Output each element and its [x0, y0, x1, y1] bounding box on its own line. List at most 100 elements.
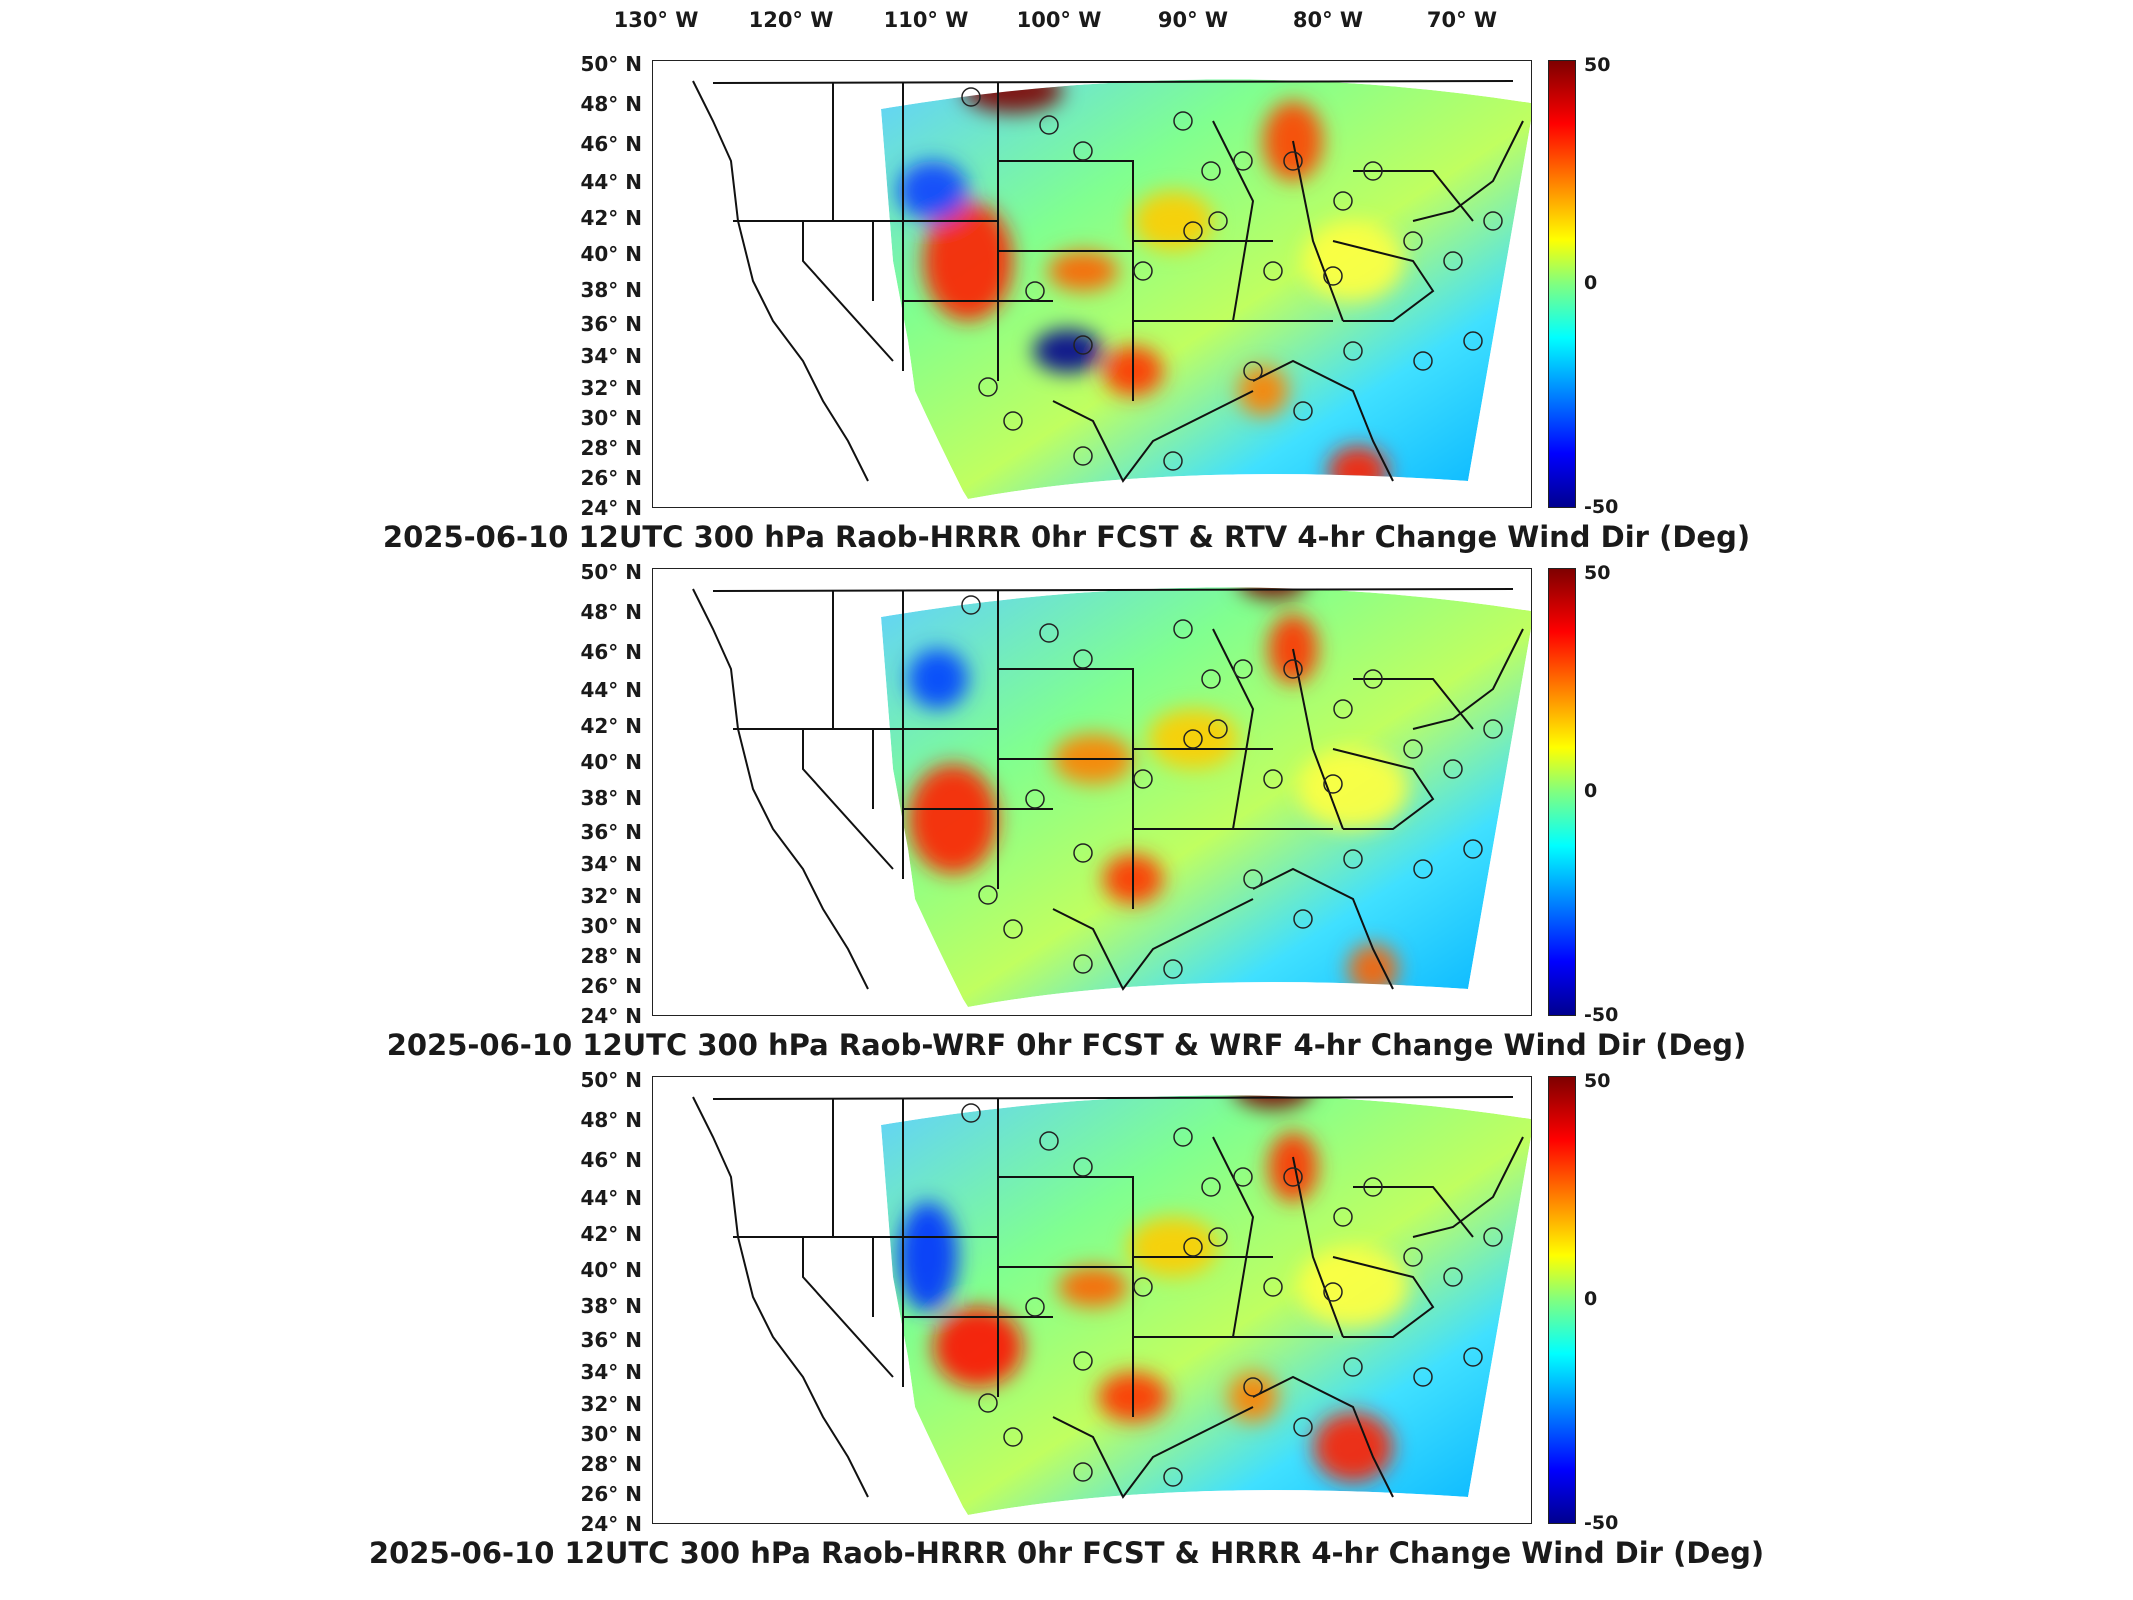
raob-station-marker: [1003, 411, 1023, 431]
lat-label: 40° N: [580, 750, 642, 774]
raob-station-marker: [1443, 759, 1463, 779]
raob-station-marker: [961, 595, 981, 615]
lat-label: 30° N: [580, 1422, 642, 1446]
lat-label: 48° N: [580, 1108, 642, 1132]
lat-label: 32° N: [580, 1392, 642, 1416]
raob-station-marker: [1243, 1377, 1263, 1397]
lon-label: 100° W: [1016, 8, 1102, 32]
raob-station-marker: [978, 885, 998, 905]
map-frame: [652, 1076, 1532, 1524]
lat-label: 46° N: [580, 640, 642, 664]
raob-station-marker: [1183, 221, 1203, 241]
colorbar: [1548, 1076, 1576, 1524]
raob-station-marker: [1201, 161, 1221, 181]
raob-station-marker: [1483, 719, 1503, 739]
raob-station-marker: [1073, 1157, 1093, 1177]
lat-label: 28° N: [580, 436, 642, 460]
raob-station-marker: [1403, 1247, 1423, 1267]
lat-label: 36° N: [580, 312, 642, 336]
raob-station-marker: [1039, 623, 1059, 643]
wind-direction-field: [881, 1095, 1531, 1515]
raob-station-marker: [1073, 446, 1093, 466]
raob-station-marker: [1443, 251, 1463, 271]
lat-label: 30° N: [580, 914, 642, 938]
raob-station-marker: [1133, 261, 1153, 281]
panel-title: 2025-06-10 12UTC 300 hPa Raob-HRRR 0hr F…: [382, 520, 1751, 554]
lat-label: 28° N: [580, 944, 642, 968]
lat-label: 32° N: [580, 884, 642, 908]
lat-label: 36° N: [580, 820, 642, 844]
raob-station-marker: [1025, 789, 1045, 809]
raob-station-marker: [1073, 649, 1093, 669]
raob-station-marker: [1163, 1467, 1183, 1487]
raob-station-marker: [1133, 769, 1153, 789]
colorbar-max-label: 50: [1584, 54, 1611, 76]
raob-station-marker: [1003, 1427, 1023, 1447]
raob-station-marker: [1463, 839, 1483, 859]
raob-station-marker: [1413, 859, 1433, 879]
lat-label: 34° N: [580, 1360, 642, 1384]
raob-station-marker: [1233, 659, 1253, 679]
lat-label: 42° N: [580, 206, 642, 230]
raob-station-marker: [1333, 1207, 1353, 1227]
lat-label: 40° N: [580, 242, 642, 266]
raob-station-marker: [1333, 191, 1353, 211]
raob-station-marker: [1201, 1177, 1221, 1197]
lat-label: 46° N: [580, 1148, 642, 1172]
raob-station-marker: [1413, 351, 1433, 371]
raob-station-marker: [1133, 1277, 1153, 1297]
raob-station-marker: [1073, 954, 1093, 974]
map-panel-3: 50 0 -50 2025-06-10 12UTC 300 hPa Raob-H…: [0, 1068, 2133, 1586]
lat-label: 34° N: [580, 852, 642, 876]
lon-label: 70° W: [1426, 8, 1498, 32]
lat-label: 44° N: [580, 1186, 642, 1210]
raob-station-marker: [1323, 266, 1343, 286]
raob-station-marker: [1003, 919, 1023, 939]
lat-label: 46° N: [580, 132, 642, 156]
state-borders: [692, 80, 1524, 483]
raob-station-marker: [1073, 1462, 1093, 1482]
raob-stations: [961, 1103, 1503, 1487]
raob-station-marker: [1183, 729, 1203, 749]
raob-station-marker: [1483, 211, 1503, 231]
raob-station-marker: [1201, 669, 1221, 689]
raob-station-marker: [1163, 451, 1183, 471]
lat-label: 38° N: [580, 786, 642, 810]
panel-title: 2025-06-10 12UTC 300 hPa Raob-HRRR 0hr F…: [368, 1536, 1765, 1570]
lat-label: 48° N: [580, 600, 642, 624]
lat-label: 32° N: [580, 376, 642, 400]
raob-station-marker: [1263, 261, 1283, 281]
lat-label: 38° N: [580, 278, 642, 302]
lon-label: 110° W: [883, 8, 969, 32]
raob-station-marker: [1463, 1347, 1483, 1367]
raob-station-marker: [1233, 151, 1253, 171]
lat-label: 26° N: [580, 466, 642, 490]
colorbar-max-label: 50: [1584, 1070, 1611, 1092]
state-borders: [692, 588, 1524, 991]
raob-station-marker: [1073, 843, 1093, 863]
raob-station-marker: [1363, 161, 1383, 181]
lat-label: 28° N: [580, 1452, 642, 1476]
raob-station-marker: [1293, 401, 1313, 421]
raob-station-marker: [1039, 115, 1059, 135]
lat-label: 24° N: [580, 496, 642, 520]
raob-station-marker: [1323, 1282, 1343, 1302]
raob-station-marker: [1283, 659, 1303, 679]
raob-station-marker: [1343, 341, 1363, 361]
wind-direction-field: [881, 587, 1531, 1007]
raob-station-marker: [1208, 211, 1228, 231]
panel-title: 2025-06-10 12UTC 300 hPa Raob-WRF 0hr FC…: [386, 1028, 1747, 1062]
lat-label: 42° N: [580, 714, 642, 738]
raob-station-marker: [1173, 1127, 1193, 1147]
wind-direction-field: [881, 79, 1531, 499]
map-frame: [652, 568, 1532, 1016]
raob-station-marker: [1263, 1277, 1283, 1297]
raob-station-marker: [1243, 869, 1263, 889]
raob-station-marker: [1208, 1227, 1228, 1247]
raob-station-marker: [1293, 1417, 1313, 1437]
raob-station-marker: [1163, 959, 1183, 979]
lat-label: 26° N: [580, 974, 642, 998]
raob-station-marker: [1025, 1297, 1045, 1317]
lat-label: 44° N: [580, 170, 642, 194]
raob-station-marker: [1403, 739, 1423, 759]
